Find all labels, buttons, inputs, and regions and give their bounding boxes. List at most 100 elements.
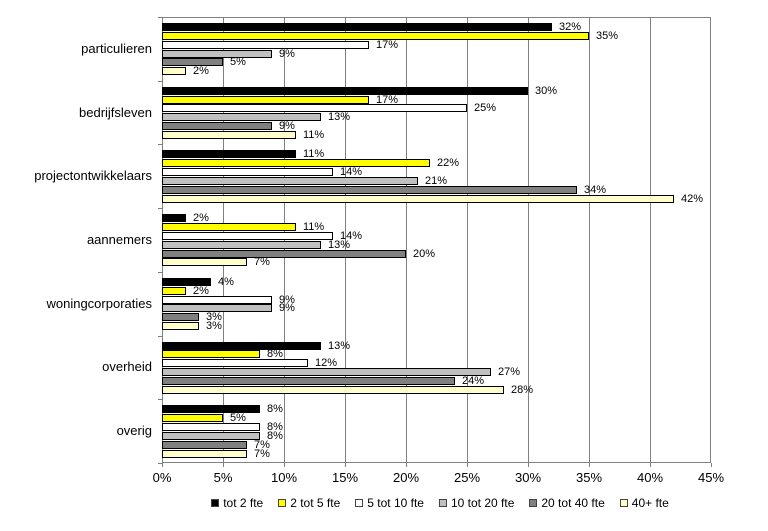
legend-swatch: [529, 499, 538, 507]
bar: [162, 286, 186, 295]
legend-item: 5 tot 10 fte: [355, 496, 424, 510]
bar: [162, 249, 406, 258]
legend-label: 10 tot 20 fte: [450, 496, 515, 510]
bar: [162, 104, 467, 113]
bar-value-label: 22%: [437, 157, 460, 170]
bar-value-label: 5%: [230, 56, 246, 69]
legend-swatch: [355, 499, 364, 507]
bar-value-label: 2%: [193, 212, 209, 225]
category-label: bedrijfsleven: [79, 104, 152, 120]
bar: [162, 350, 260, 359]
bar: [162, 168, 333, 177]
x-tick-label: 5%: [213, 470, 233, 485]
y-tick-mark: [158, 208, 162, 209]
bar: [162, 31, 589, 40]
bar-value-label: 9%: [279, 47, 295, 60]
bar: [162, 277, 211, 286]
legend-item: 10 tot 20 fte: [438, 496, 515, 510]
gridline: [223, 17, 224, 463]
bar: [162, 449, 247, 458]
x-tick-mark: [650, 463, 651, 467]
gridline: [345, 17, 346, 463]
x-tick-label: 0%: [152, 470, 172, 485]
bar-value-label: 9%: [279, 120, 295, 133]
category-label: overig: [116, 423, 152, 439]
bar-value-label: 34%: [584, 183, 607, 196]
bar: [162, 376, 455, 385]
bar-value-label: 20%: [413, 247, 436, 260]
x-tick-label: 25%: [453, 470, 481, 485]
bar: [162, 58, 223, 67]
bar-value-label: 8%: [267, 420, 283, 433]
x-tick-mark: [223, 463, 224, 467]
bar-value-label: 42%: [681, 192, 704, 205]
bar-value-label: 17%: [376, 38, 399, 51]
bar-value-label: 8%: [267, 429, 283, 442]
gridline: [284, 17, 285, 463]
gridline: [528, 17, 529, 463]
bar-value-label: 28%: [511, 383, 534, 396]
bar: [162, 95, 369, 104]
bar-value-label: 13%: [328, 238, 351, 251]
y-tick-mark: [158, 463, 162, 464]
bar-value-label: 8%: [267, 403, 283, 416]
x-tick-label: 30%: [514, 470, 542, 485]
bar: [162, 185, 577, 194]
bar-value-label: 27%: [498, 366, 521, 379]
bar-value-label: 14%: [340, 166, 363, 179]
bar: [162, 130, 296, 139]
legend-label: 20 tot 40 fte: [541, 496, 605, 510]
legend-swatch: [438, 499, 447, 507]
x-tick-mark: [589, 463, 590, 467]
bar: [162, 40, 369, 49]
y-tick-mark: [158, 336, 162, 337]
bar-value-label: 11%: [303, 148, 325, 161]
bar: [162, 359, 308, 368]
bar-value-label: 8%: [267, 348, 283, 361]
bar-value-label: 32%: [559, 21, 582, 33]
bar: [162, 295, 272, 304]
gridline: [589, 17, 590, 463]
bar: [162, 313, 199, 322]
bar: [162, 431, 260, 440]
bar-value-label: 14%: [340, 229, 363, 242]
bar: [162, 341, 321, 350]
bar-value-label: 2%: [193, 65, 209, 78]
bar-value-label: 12%: [315, 357, 338, 370]
legend-item: 20 tot 40 fte: [529, 496, 605, 510]
bar-value-label: 5%: [230, 412, 246, 425]
gridline: [650, 17, 651, 463]
x-tick-mark: [406, 463, 407, 467]
bar: [162, 150, 296, 159]
bar: [162, 176, 418, 185]
bar-value-label: 13%: [328, 111, 351, 124]
x-tick-label: 35%: [575, 470, 603, 485]
bar: [162, 86, 528, 95]
bar: [162, 258, 247, 267]
x-tick-mark: [528, 463, 529, 467]
bar-value-label: 4%: [218, 275, 234, 288]
bar-value-label: 35%: [596, 29, 619, 42]
bar-value-label: 24%: [462, 374, 485, 387]
bar-value-label: 2%: [193, 284, 209, 297]
bar-value-label: 3%: [206, 311, 222, 324]
category-label: particulieren: [81, 40, 152, 56]
x-tick-mark: [162, 463, 163, 467]
legend-item: 2 tot 5 fte: [278, 496, 340, 510]
bar-value-label: 25%: [474, 102, 497, 115]
bar: [162, 159, 430, 168]
bar-value-label: 17%: [376, 93, 399, 106]
bar: [162, 214, 186, 223]
x-tick-label: 40%: [636, 470, 664, 485]
y-tick-mark: [158, 17, 162, 18]
bar-value-label: 21%: [425, 174, 448, 187]
legend: tot 2 fte 2 tot 5 fte 5 tot 10 fte 10 tot 2…: [150, 496, 730, 510]
bar-value-label: 3%: [206, 320, 222, 333]
bar: [162, 231, 333, 240]
x-tick-label: 10%: [270, 470, 298, 485]
bar-value-label: 11%: [303, 220, 325, 233]
bar: [162, 113, 321, 122]
legend-swatch: [278, 499, 287, 507]
legend-swatch: [619, 499, 628, 507]
